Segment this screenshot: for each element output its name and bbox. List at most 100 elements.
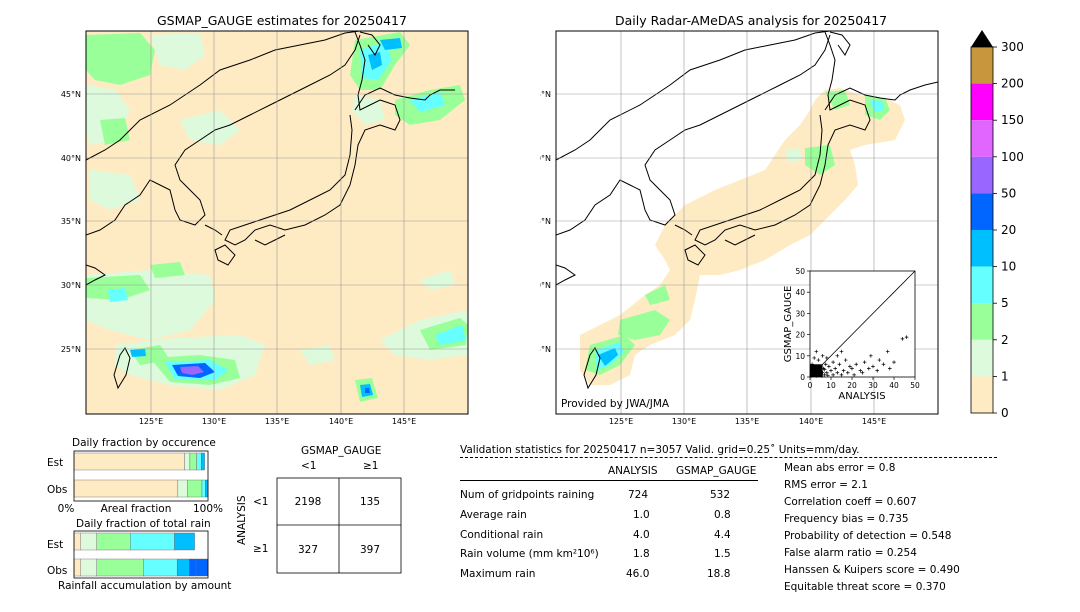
- colorbar-cell: [971, 47, 993, 84]
- validation-row-gsmap: 4.4: [714, 529, 731, 541]
- total-rain-bar-segment: [73, 532, 81, 551]
- scatter-ticks: 0 10 20 30 40 50 0 10 20 30 40 50: [795, 267, 920, 390]
- scatter-xtick-label: 30: [868, 381, 878, 390]
- validation-table-rule: [460, 480, 758, 481]
- colorbar-tick-label: 5: [1001, 296, 1009, 310]
- scatter-ytick-label: 10: [795, 352, 805, 361]
- scatter-point: [820, 354, 825, 358]
- scatter-xtick-label: 40: [889, 381, 899, 390]
- scatter-point: [831, 373, 835, 377]
- contingency-header: GSMAP_GAUGE: [301, 445, 382, 457]
- scatter-ytick-label: 0: [800, 373, 805, 382]
- occurrence-title: Daily fraction by occurence: [72, 437, 216, 449]
- left-lon-label: 140°E: [329, 417, 353, 426]
- occurrence-xlabel-right: 100%: [193, 503, 223, 515]
- right-map-lon-labels: 125°E 130°E 135°E 140°E 145°E: [609, 417, 886, 426]
- right-lon-label: 145°E: [862, 417, 886, 426]
- right-lat-label: 30°N: [540, 281, 551, 290]
- occurrence-xlabel-mid: Areal fraction: [101, 503, 172, 515]
- scatter-point: [819, 374, 824, 378]
- validation-divider: [460, 457, 997, 458]
- scatter-point: [825, 370, 829, 375]
- occurrence-bars: [73, 452, 209, 498]
- left-lon-label: 135°E: [265, 417, 289, 426]
- scatter-inset: 0 10 20 30 40 50 0 10 20 30 40 50 ANALYSIS GSMAP_GA…: [783, 267, 920, 402]
- scatter-point: [827, 364, 831, 369]
- left-map-coastlines: [86, 31, 455, 390]
- scatter-point: [869, 354, 873, 358]
- total-rain-title: Daily fraction of total rain: [76, 518, 211, 530]
- contingency-cell: 135: [360, 496, 380, 508]
- occurrence-bar-segment: [184, 452, 191, 471]
- left-lon-label: 145°E: [392, 417, 416, 426]
- right-map-credit: Provided by JWA/JMA: [561, 398, 670, 410]
- validation-row-analysis: 46.0: [626, 568, 650, 580]
- contingency-col-label: ≥1: [363, 460, 379, 472]
- right-map-coastlines: [556, 31, 938, 390]
- right-lon-label: 135°E: [735, 417, 759, 426]
- scatter-point: [835, 354, 840, 358]
- validation-row-analysis: 4.0: [633, 529, 650, 541]
- occurrence-bar-segment: [201, 479, 206, 498]
- occurrence-bar-segment: [73, 452, 185, 471]
- scatter-point: [881, 362, 886, 367]
- score-line: Hanssen & Kuipers score = 0.490: [784, 564, 960, 576]
- left-map-lat-labels: 45°N 40°N 35°N 30°N 25°N: [61, 90, 81, 354]
- scatter-xtick-label: 0: [808, 381, 813, 390]
- scatter-ytick-label: 40: [795, 288, 805, 297]
- scatter-point: [852, 373, 856, 377]
- score-line: Equitable threat score = 0.370: [784, 581, 946, 593]
- validation-row-label: Num of gridpoints raining: [460, 489, 595, 501]
- colorbar-cell: [971, 156, 993, 194]
- validation-row-label: Average rain: [460, 509, 527, 521]
- left-map-lon-labels: 125°E 130°E 135°E 140°E 145°E: [139, 417, 416, 426]
- validation-row-gsmap: 18.8: [707, 568, 731, 580]
- scatter-point: [822, 367, 827, 372]
- total-rain-bars: [73, 532, 209, 577]
- occurrence-bar-segment: [189, 452, 197, 471]
- colorbar-cell: [971, 230, 993, 267]
- colorbar-cell: [971, 303, 993, 340]
- colorbar-tick-label: 150: [1001, 113, 1024, 127]
- total-rain-bar-segment: [176, 558, 190, 577]
- scatter-point: [871, 364, 875, 369]
- contingency-table: 2198 135 327 397: [276, 477, 402, 574]
- left-map-frame: [85, 30, 469, 415]
- occurrence-bar-segment: [201, 452, 205, 471]
- scatter-point: [875, 368, 879, 373]
- scatter-ytick-label: 20: [795, 331, 805, 340]
- contingency-row-label: ≥1: [253, 543, 269, 555]
- scatter-point: [816, 364, 821, 369]
- colorbar-tick-label: 50: [1001, 186, 1016, 200]
- scatter-point: [877, 358, 882, 362]
- right-map-lat-labels: 45°N 40°N 35°N 30°N 25°N: [540, 90, 551, 354]
- scatter-point: [820, 370, 825, 375]
- total-rain-bar-segment: [80, 532, 97, 551]
- left-lat-label: 30°N: [61, 281, 81, 290]
- right-map: 45°N 40°N 35°N 30°N 25°N 125°E 130°E 135…: [540, 30, 939, 426]
- right-lon-label: 140°E: [799, 417, 823, 426]
- validation-row-analysis: 1.8: [633, 548, 650, 560]
- right-lat-label: 45°N: [540, 90, 551, 99]
- validation-row-gsmap: 1.5: [714, 548, 731, 560]
- scatter-point: [831, 360, 835, 364]
- scatter-point: [810, 366, 814, 371]
- scatter-ylabel: GSMAP_GAUGE: [783, 286, 794, 363]
- left-lat-label: 35°N: [61, 217, 81, 226]
- validation-row-label: Conditional rain: [460, 529, 544, 541]
- scatter-point: [885, 349, 890, 354]
- scatter-point: [812, 356, 816, 360]
- colorbar-tick-label: 20: [1001, 223, 1016, 237]
- scatter-point: [826, 373, 830, 378]
- scatter-point: [848, 364, 852, 369]
- right-lat-label: 25°N: [540, 345, 551, 354]
- scatter-point: [829, 368, 833, 373]
- scatter-point: [818, 368, 823, 373]
- colorbar-tick-label: 200: [1001, 77, 1024, 91]
- validation-row-label: Rain volume (mm km²10⁶): [460, 548, 599, 560]
- occurrence-bar-segment: [196, 452, 202, 471]
- validation-row-gsmap: 0.8: [714, 509, 731, 521]
- validation-col-analysis: ANALYSIS: [608, 465, 658, 477]
- scatter-point: [814, 349, 819, 354]
- contingency-col-label: <1: [301, 460, 317, 472]
